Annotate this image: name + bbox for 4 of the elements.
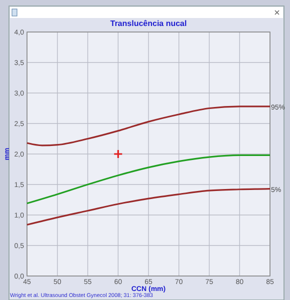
chart-title: Translucência nucal [110, 19, 187, 28]
line-series [26, 106, 271, 146]
line-series [26, 154, 271, 204]
line-series [26, 188, 271, 226]
